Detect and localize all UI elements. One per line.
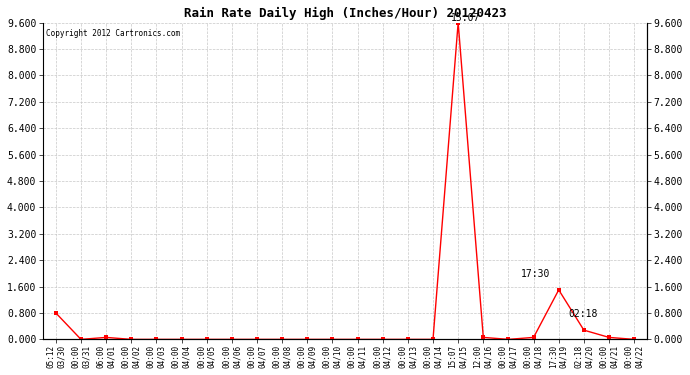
Text: 17:30: 17:30 [521, 268, 551, 279]
Title: Rain Rate Daily High (Inches/Hour) 20120423: Rain Rate Daily High (Inches/Hour) 20120… [184, 7, 506, 20]
Text: Copyright 2012 Cartronics.com: Copyright 2012 Cartronics.com [46, 29, 180, 38]
Text: 02:18: 02:18 [569, 309, 598, 319]
Text: 15:07: 15:07 [451, 13, 480, 23]
